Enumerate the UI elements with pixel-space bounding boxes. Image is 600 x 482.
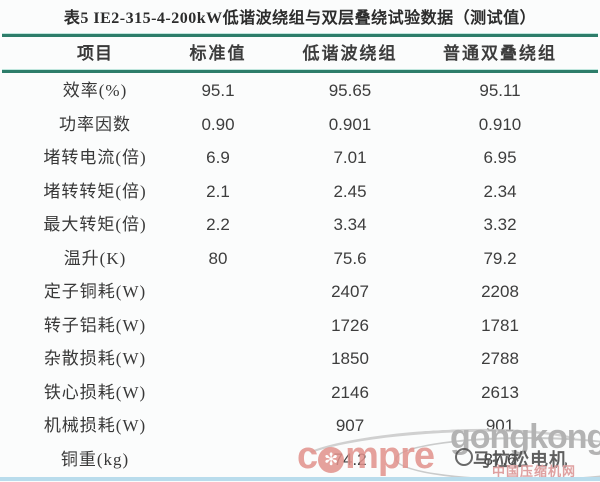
table-row: 温升(K) 80 75.6 79.2: [0, 242, 600, 276]
row-label: 效率(%): [62, 81, 128, 100]
cell-low-harmonic: 1850: [331, 349, 369, 368]
compre-suffix: mpre: [345, 435, 435, 477]
cell-standard: 0.90: [201, 114, 235, 134]
gongkong-watermark: gongkong: [450, 418, 600, 456]
row-label: 堵转转矩(倍): [43, 181, 147, 201]
table-row: 功率因数 0.90 0.901 0.910: [0, 108, 600, 142]
cell-low-harmonic: 1726: [331, 315, 369, 335]
row-label: 功率因数: [59, 114, 131, 134]
row-label: 铁心损耗(W): [43, 382, 147, 402]
table-row: 铁心损耗(W) 2146 2613: [0, 376, 600, 410]
compressor-fan-icon: ✻: [318, 447, 345, 473]
row-label: 最大转矩(倍): [43, 215, 147, 234]
row-label: 机械损耗(W): [43, 416, 147, 435]
row-label: 温升(K): [63, 248, 127, 268]
cell-double-lap: 3.32: [483, 215, 517, 234]
top-rule: [2, 34, 598, 37]
col-header-low-harmonic: 低谐波绕组: [302, 44, 398, 63]
header-rule: [2, 70, 598, 73]
bottom-rule: [0, 477, 600, 481]
table-row: 杂散损耗(W) 1850 2788: [0, 342, 600, 376]
cell-standard: 2.1: [206, 181, 230, 201]
table-row: 机械损耗(W) 907 901: [0, 409, 600, 443]
cell-low-harmonic: 7.01: [333, 148, 367, 167]
cell-double-lap: 0.910: [478, 114, 522, 134]
table-row: 堵转转矩(倍) 2.1 2.45 2.34: [0, 175, 600, 209]
cell-double-lap: 2788: [481, 349, 519, 368]
col-header-double-lap: 普通双叠绕组: [443, 44, 557, 63]
cell-low-harmonic: 0.901: [328, 114, 372, 134]
table-title: 表5 IE2-315-4-200kW低谐波绕组与双层叠绕试验数据（测试值）: [63, 10, 537, 27]
cell-double-lap: 2.34: [483, 181, 517, 201]
marathon-watermark: 马拉松电机: [473, 450, 568, 470]
cell-low-harmonic: 3.34: [333, 215, 367, 234]
table-row: 堵转电流(倍) 6.9 7.01 6.95: [0, 141, 600, 175]
cell-double-lap: 79.2: [483, 248, 517, 268]
marathon-logo-icon: [455, 448, 473, 466]
cell-low-harmonic: 75.6: [333, 248, 367, 268]
row-label: 堵转电流(倍): [43, 148, 147, 167]
cell-double-lap: 6.95: [483, 148, 517, 167]
cell-standard: [153, 443, 283, 477]
cell-low-harmonic: 95.65: [328, 81, 372, 100]
cell-double-lap: 87.6: [483, 449, 517, 469]
row-label: 铜重(kg): [60, 449, 130, 469]
cell-low-harmonic: 907: [335, 416, 365, 435]
row-label: 杂散损耗(W): [43, 349, 147, 368]
cell-standard: [153, 275, 283, 309]
cell-double-lap: 95.11: [479, 81, 521, 100]
table-row: 最大转矩(倍) 2.2 3.34 3.32: [0, 208, 600, 242]
cell-standard: [153, 309, 283, 343]
cell-low-harmonic: 2407: [331, 282, 369, 301]
table-body: 效率(%) 95.1 95.65 95.11 功率因数 0.90 0.901 0…: [0, 74, 600, 476]
compre-prefix: c: [297, 435, 318, 477]
table-row: 转子铝耗(W) 1726 1781: [0, 309, 600, 343]
cell-standard: 6.9: [206, 148, 230, 167]
cell-double-lap: 1781: [481, 315, 519, 335]
row-label: 定子铜耗(W): [43, 282, 147, 301]
col-header-standard: 标准值: [189, 44, 247, 63]
site-watermark: 中国压缩机网: [492, 464, 577, 479]
cell-double-lap: 2613: [481, 382, 519, 402]
row-label: 转子铝耗(W): [43, 315, 147, 335]
cell-low-harmonic: 2146: [331, 382, 369, 402]
cell-standard: 80: [208, 248, 228, 268]
cell-standard: 2.2: [206, 215, 230, 234]
cell-low-harmonic: 2.45: [333, 181, 367, 201]
cell-double-lap: 2208: [481, 282, 519, 301]
col-header-item: 项目: [77, 44, 113, 63]
header-row: 项目 标准值 低谐波绕组 普通双叠绕组: [0, 37, 600, 70]
table-row: 定子铜耗(W) 2407 2208: [0, 275, 600, 309]
cell-double-lap: 901: [485, 416, 515, 435]
cell-standard: [153, 409, 283, 443]
cell-standard: [153, 342, 283, 376]
table-row: 效率(%) 95.1 95.65 95.11: [0, 74, 600, 108]
cell-standard: 95.1: [201, 81, 235, 100]
cell-standard: [153, 376, 283, 410]
compressor-watermark: c ✻ mpre: [297, 435, 435, 477]
